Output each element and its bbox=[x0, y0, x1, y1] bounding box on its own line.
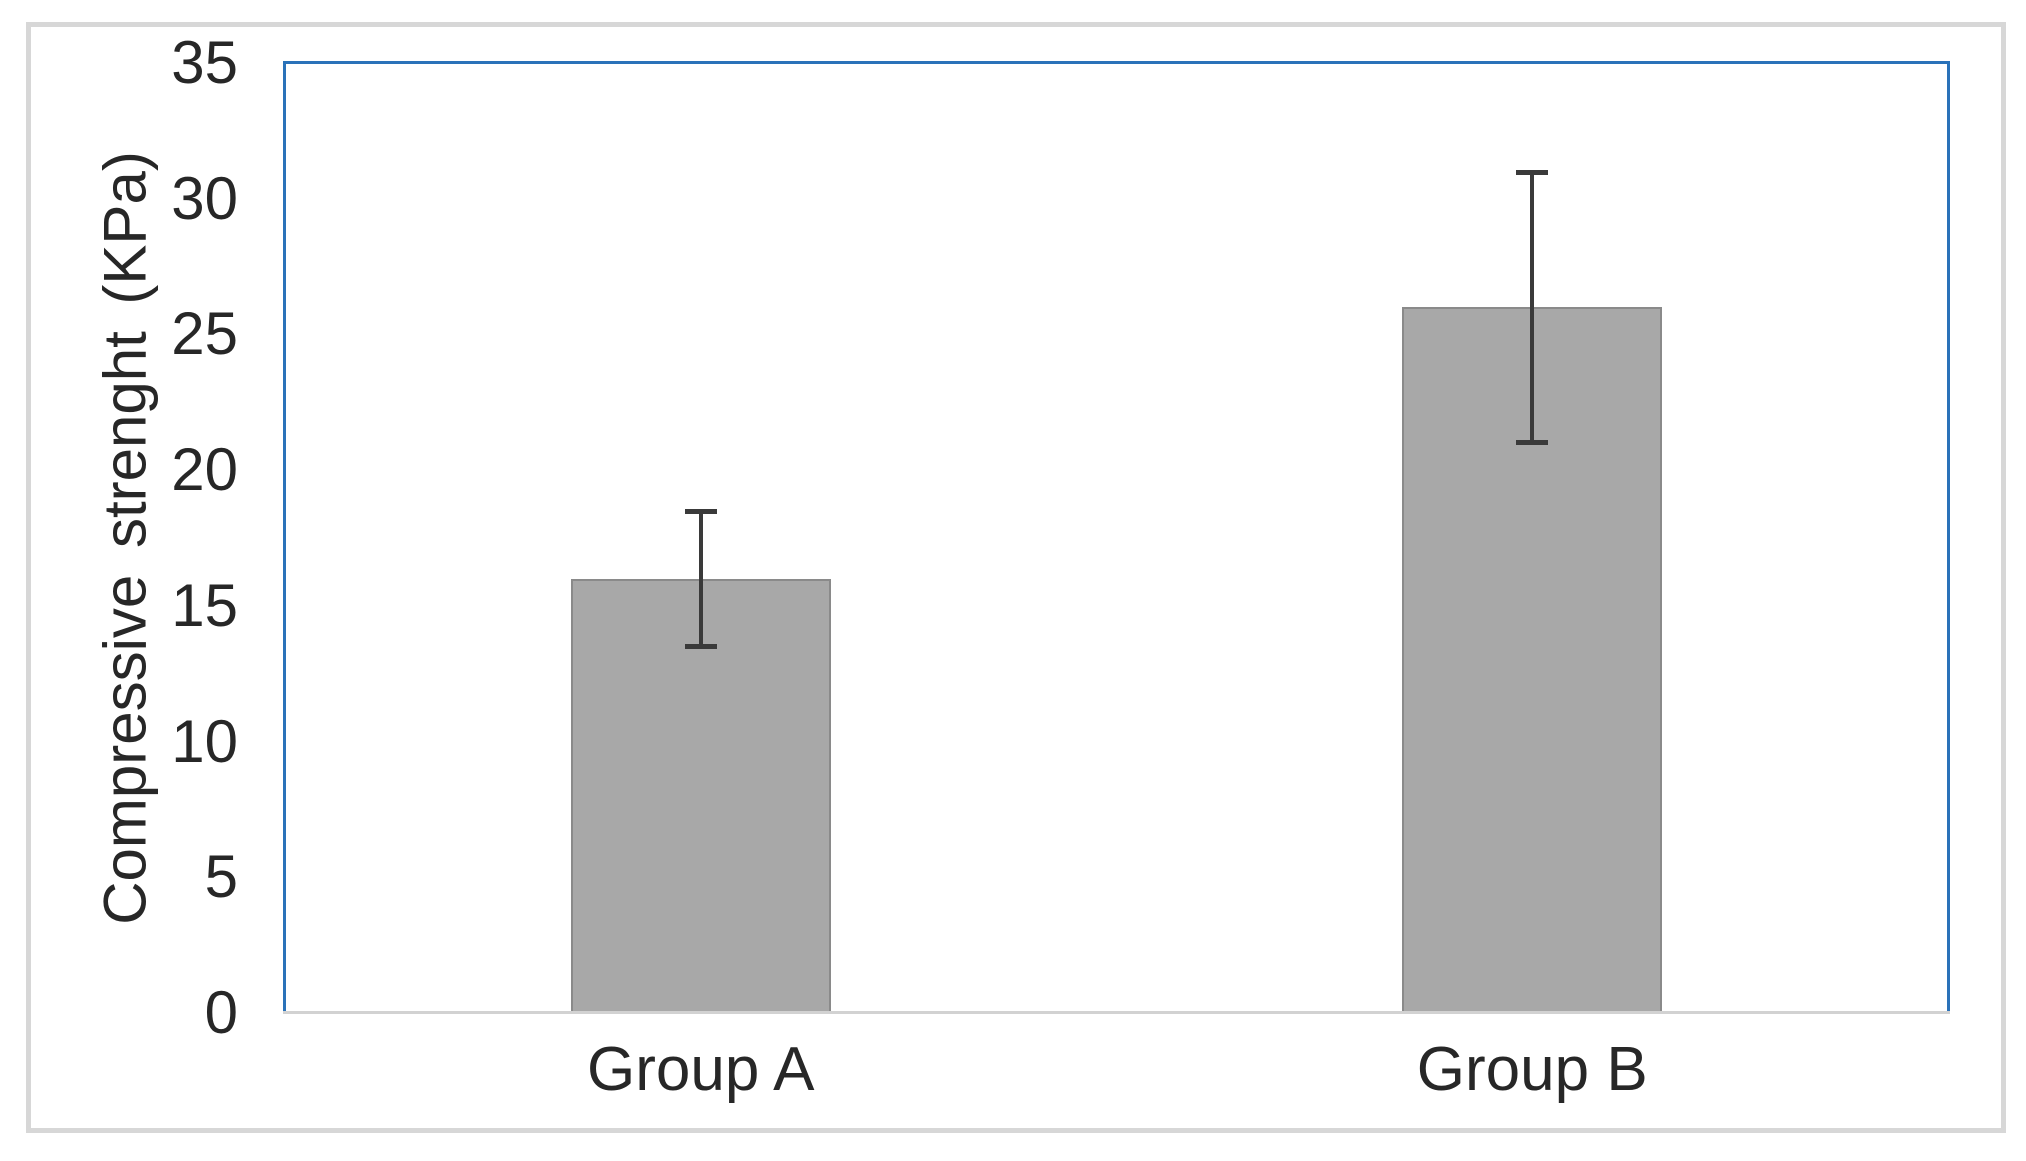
error-bar-segment bbox=[1516, 169, 1549, 175]
x-axis-line bbox=[283, 1011, 1950, 1014]
figure-border bbox=[26, 22, 2006, 1133]
error-bar-segment bbox=[684, 508, 717, 514]
error-bar-segment bbox=[684, 643, 717, 649]
bar-group-a bbox=[570, 578, 831, 1012]
plot-area bbox=[283, 61, 1950, 1013]
y-tick-label: 35 bbox=[171, 29, 238, 96]
y-tick-label: 15 bbox=[171, 571, 238, 639]
x-tick-label: Group B bbox=[1416, 1035, 1648, 1104]
error-bar-segment bbox=[698, 510, 703, 647]
error-bar-segment bbox=[1516, 440, 1549, 445]
y-tick-label: 30 bbox=[171, 164, 238, 232]
error-bar-segment bbox=[1530, 171, 1535, 443]
y-tick-label: 25 bbox=[171, 300, 238, 368]
x-tick-label: Group A bbox=[587, 1035, 815, 1104]
y-tick-label: 20 bbox=[171, 436, 238, 504]
y-axis-title: Compressive strenght (KPa) bbox=[91, 151, 159, 925]
y-tick-label: 10 bbox=[171, 707, 238, 775]
y-tick-label: 0 bbox=[204, 979, 238, 1046]
y-tick-label: 5 bbox=[204, 843, 238, 911]
